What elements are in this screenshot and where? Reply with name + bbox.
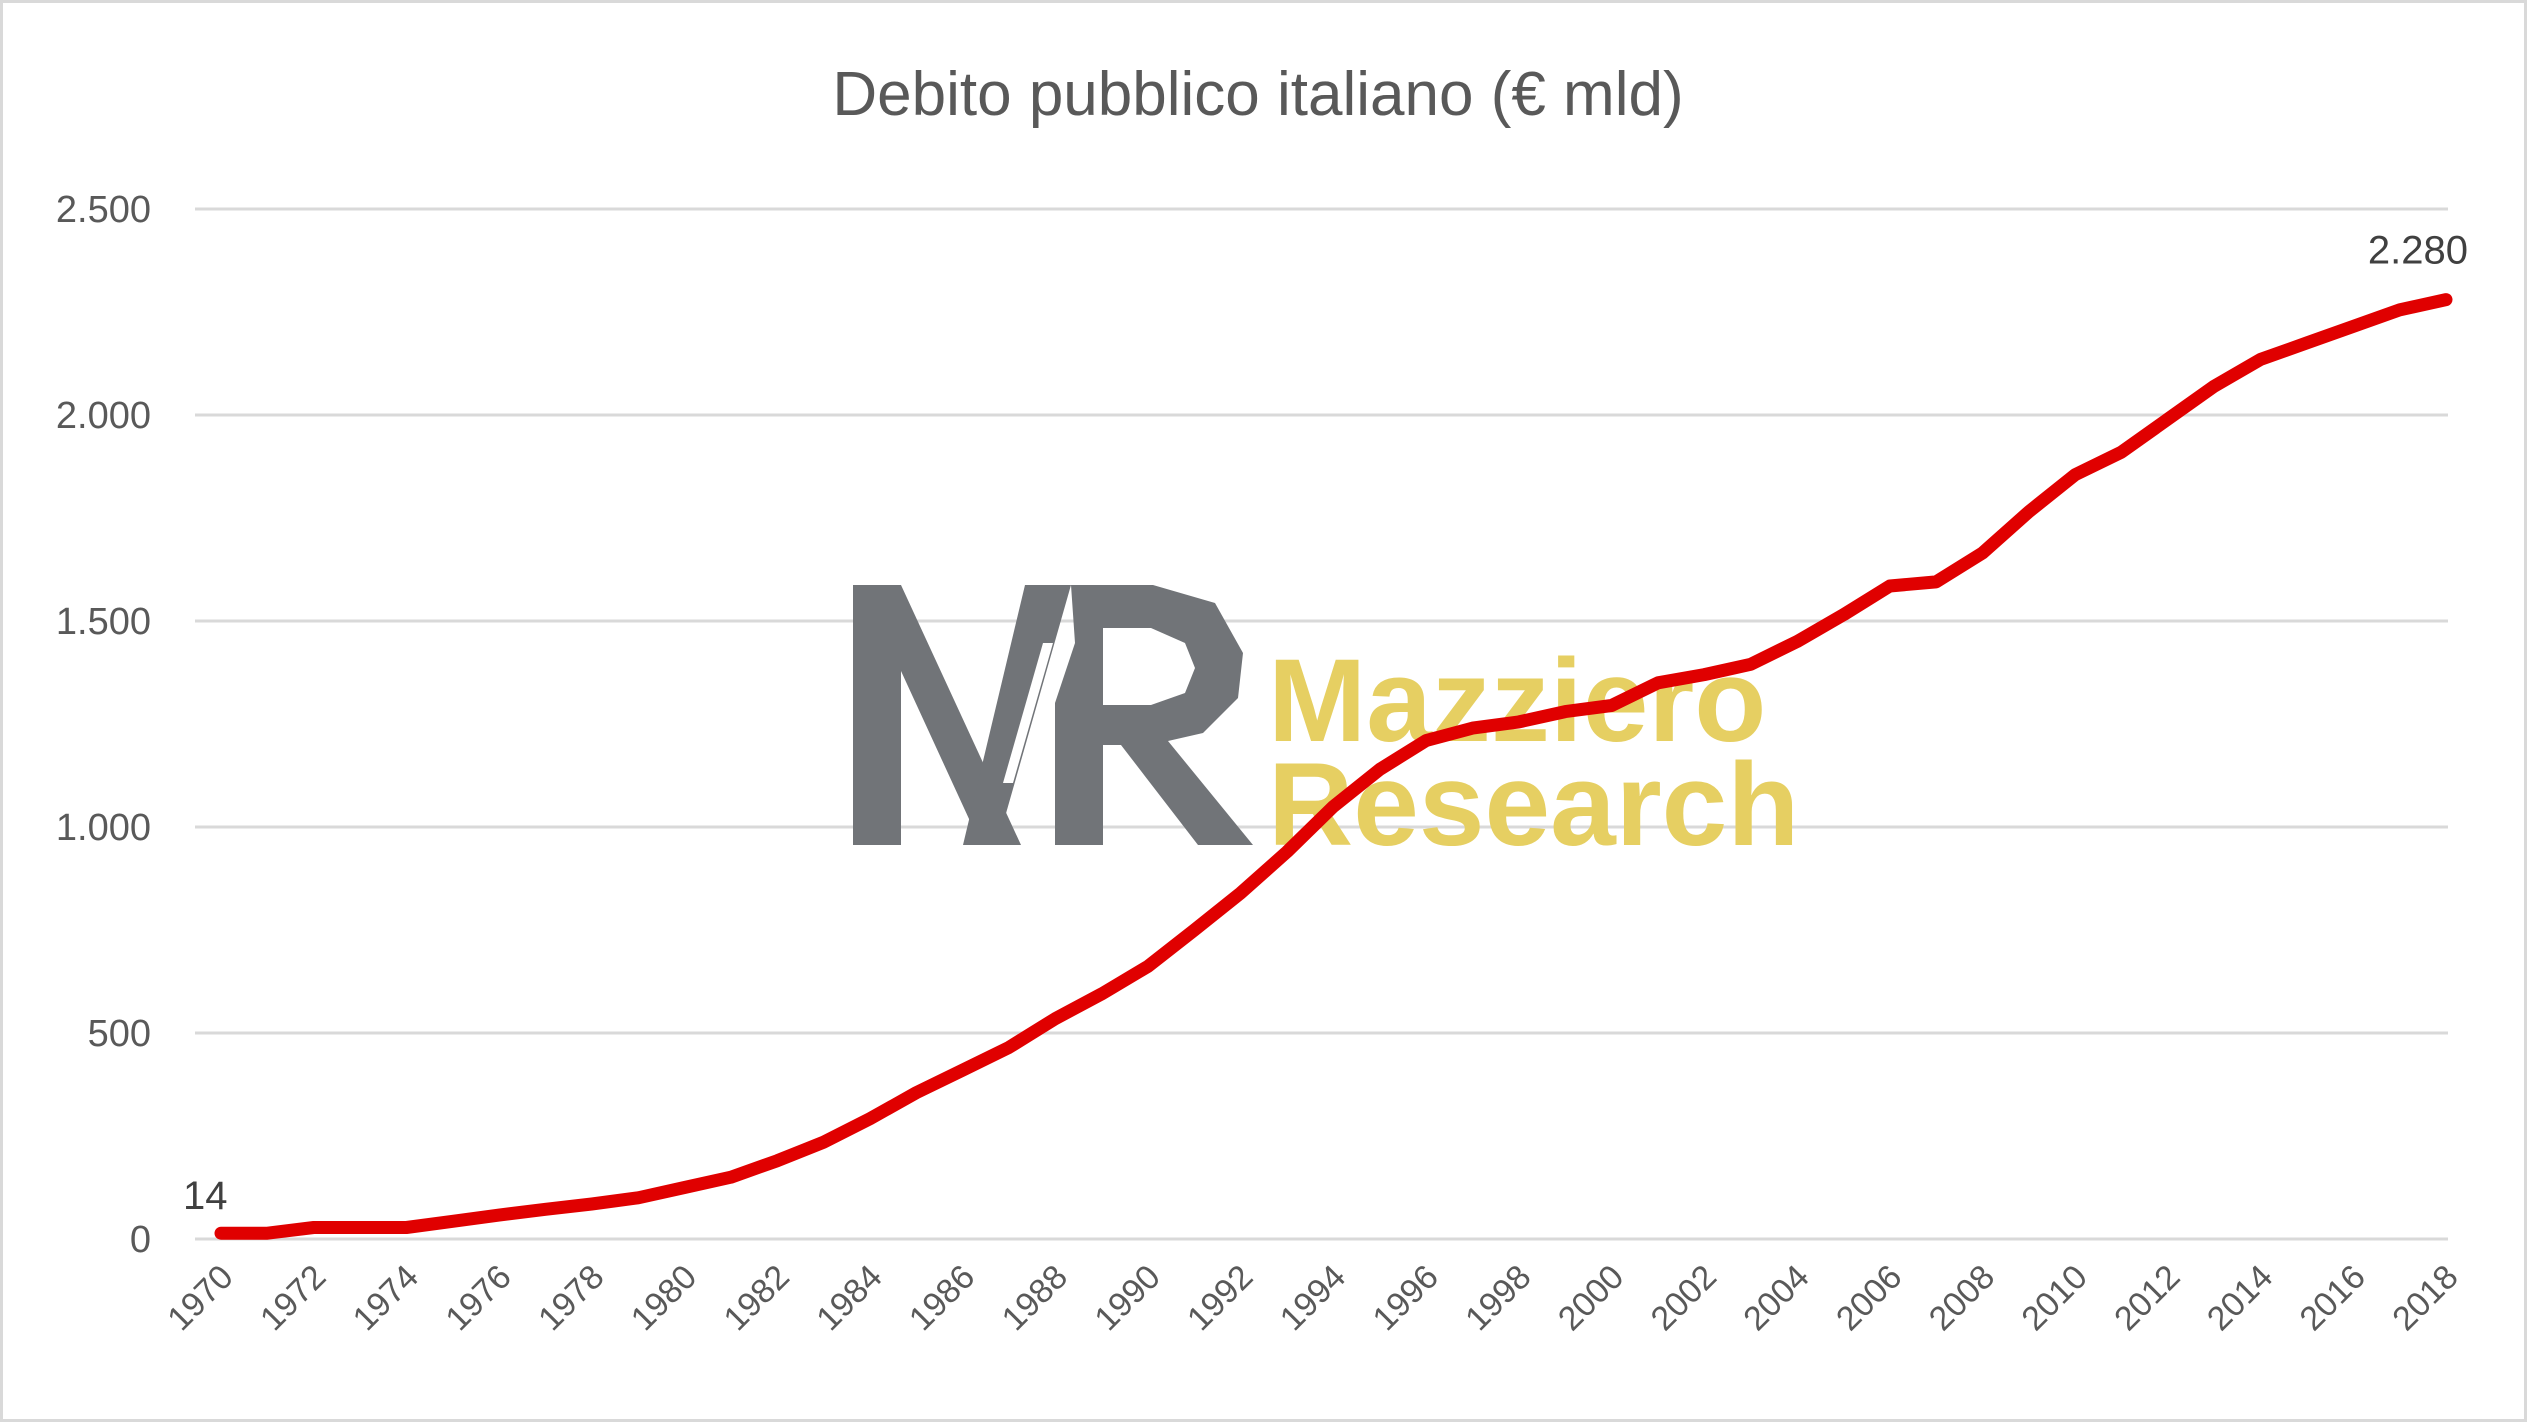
data-point xyxy=(1791,635,1804,648)
data-point xyxy=(2393,303,2406,316)
x-tick-label: 1970 xyxy=(160,1258,240,1338)
data-label: 2.280 xyxy=(2368,229,2468,273)
x-tick-label: 1998 xyxy=(1458,1258,1538,1338)
x-tick-label: 2016 xyxy=(2293,1258,2373,1338)
data-point xyxy=(1930,575,1943,588)
data-point xyxy=(863,1112,876,1125)
data-point xyxy=(1003,1041,1016,1054)
x-tick-label: 1994 xyxy=(1273,1258,1353,1338)
x-tick-label: 1972 xyxy=(253,1258,333,1338)
data-point xyxy=(539,1203,552,1216)
x-tick-label: 2006 xyxy=(1829,1258,1909,1338)
data-label: 14 xyxy=(183,1174,228,1218)
data-point xyxy=(446,1215,459,1228)
data-point xyxy=(1512,715,1525,728)
data-point xyxy=(1281,845,1294,858)
x-tick-label: 2018 xyxy=(2385,1258,2465,1338)
data-point xyxy=(678,1181,691,1194)
data-point xyxy=(1744,658,1757,671)
data-point xyxy=(2347,320,2360,333)
data-point xyxy=(632,1191,645,1204)
x-tick-label: 1982 xyxy=(717,1258,797,1338)
data-point xyxy=(2022,505,2035,518)
data-point xyxy=(1373,763,1386,776)
y-tick-label: 1.000 xyxy=(56,807,151,849)
data-point xyxy=(1976,547,1989,560)
data-point xyxy=(956,1064,969,1077)
data-point xyxy=(1188,924,1201,936)
data-point xyxy=(2069,468,2082,481)
data-point xyxy=(724,1171,737,1184)
x-tick-label: 1978 xyxy=(531,1258,611,1338)
y-tick-label: 2.000 xyxy=(56,395,151,437)
data-point xyxy=(910,1086,923,1099)
x-tick-label: 1980 xyxy=(624,1258,704,1338)
watermark-monogram xyxy=(853,585,1253,845)
x-tick-label: 1984 xyxy=(809,1258,889,1338)
x-tick-label: 2014 xyxy=(2200,1258,2280,1338)
line-chart: Debito pubblico italiano (€ mld) 0 500 1.0… xyxy=(56,60,2468,1338)
watermark-logo: Mazziero Research xyxy=(853,585,1799,871)
watermark-line2: Research xyxy=(1268,739,1799,871)
data-point xyxy=(2161,413,2174,426)
y-tick-label: 2.500 xyxy=(56,189,151,231)
data-point xyxy=(354,1221,367,1234)
chart-title: Debito pubblico italiano (€ mld) xyxy=(832,60,1683,129)
x-tick-label: 2004 xyxy=(1736,1258,1816,1338)
y-axis-ticks: 0 500 1.000 1.500 2.000 2.500 xyxy=(56,189,151,1261)
x-tick-label: 2010 xyxy=(2014,1258,2094,1338)
x-tick-label: 1986 xyxy=(902,1258,982,1338)
x-tick-label: 2000 xyxy=(1551,1258,1631,1338)
data-point xyxy=(2254,353,2267,366)
data-point xyxy=(1559,705,1572,718)
data-point xyxy=(307,1221,320,1234)
data-point xyxy=(1327,800,1340,813)
data-point xyxy=(2300,336,2313,349)
series xyxy=(214,293,2453,1240)
data-point xyxy=(1049,1012,1062,1025)
x-tick-label: 1990 xyxy=(1087,1258,1167,1338)
data-point xyxy=(1234,886,1247,899)
data-point xyxy=(2440,293,2452,306)
data-point xyxy=(2208,380,2221,393)
x-tick-label: 1996 xyxy=(1366,1258,1446,1338)
x-tick-label: 2008 xyxy=(1922,1258,2002,1338)
data-point xyxy=(1883,579,1896,592)
x-tick-label: 1992 xyxy=(1180,1258,1260,1338)
data-point xyxy=(2115,446,2128,459)
data-point xyxy=(400,1221,413,1234)
data-point xyxy=(1651,676,1664,689)
data-point xyxy=(261,1227,274,1240)
y-tick-label: 500 xyxy=(88,1013,151,1055)
data-point xyxy=(1605,699,1618,712)
data-point xyxy=(1837,608,1850,621)
watermark-line1: Mazziero xyxy=(1268,635,1766,767)
y-tick-label: 1.500 xyxy=(56,601,151,643)
x-tick-label: 1988 xyxy=(995,1258,1075,1338)
x-tick-label: 1974 xyxy=(346,1258,426,1338)
data-point xyxy=(771,1154,784,1167)
data-point xyxy=(1466,722,1479,735)
data-point xyxy=(585,1197,598,1210)
data-point xyxy=(1698,668,1711,681)
data-point xyxy=(493,1209,506,1222)
data-point xyxy=(1095,987,1108,1000)
x-tick-label: 1976 xyxy=(438,1258,518,1338)
x-tick-label: 2002 xyxy=(1644,1258,1724,1338)
y-tick-label: 0 xyxy=(130,1219,151,1261)
x-axis-ticks: 1970 1972 1974 1976 1978 1980 1982 1984 1986 1988… xyxy=(160,1258,2465,1338)
data-point xyxy=(1142,960,1155,973)
data-point xyxy=(1420,734,1433,747)
data-labels: 14 2.280 xyxy=(183,229,2468,1219)
data-point xyxy=(215,1227,227,1240)
x-tick-label: 2012 xyxy=(2107,1258,2187,1338)
data-point xyxy=(817,1136,830,1149)
